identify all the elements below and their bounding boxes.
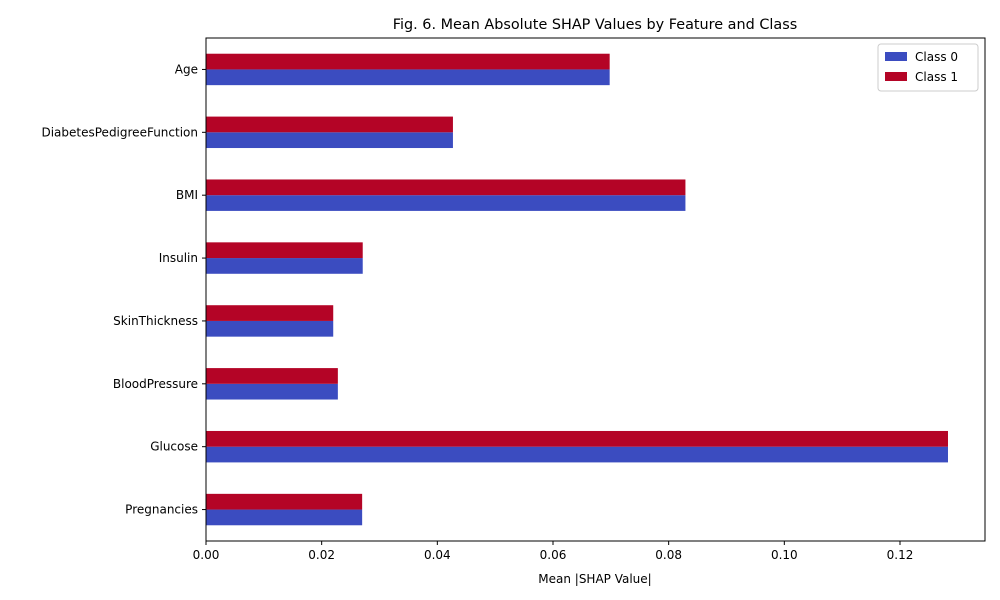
bar-class-0-bloodpressure [206,383,338,400]
x-axis-label: Mean |SHAP Value| [538,572,651,586]
x-tick-label: 0.06 [540,548,567,562]
y-tick-label: Age [175,62,198,76]
bar-class-1-skinthickness [206,305,334,321]
bar-class-1-insulin [206,242,363,259]
legend-swatch [885,52,907,61]
legend-label: Class 1 [915,70,958,84]
bars-group [206,53,948,526]
y-tick-label: BMI [176,188,198,202]
bar-class-1-bloodpressure [206,368,338,384]
legend-label: Class 0 [915,50,958,64]
y-axis: Pregnancies Glucose BloodPressure SkinThick… [41,62,206,517]
bar-class-1-diabetespedigreefunction [206,116,453,133]
bar-class-1-pregnancies [206,493,363,510]
x-tick-label: 0.02 [308,548,335,562]
plot-frame [205,37,986,542]
legend-swatch [885,72,907,81]
bar-class-0-skinthickness [206,320,334,337]
bar-class-1-glucose [206,430,948,447]
legend: Class 0 Class 1 [877,43,979,92]
bar-class-0-diabetespedigreefunction [206,132,453,149]
y-tick-label: BloodPressure [113,377,198,391]
y-tick-label: DiabetesPedigreeFunction [41,125,198,139]
x-tick-label: 0.10 [771,548,798,562]
y-tick-label: Glucose [150,440,198,454]
bar-class-1-bmi [206,179,686,196]
chart-title: Fig. 6. Mean Absolute SHAP Values by Fea… [393,17,797,33]
x-axis: 0.00 0.02 0.04 0.06 0.08 0.10 0.12 [193,541,914,562]
bar-class-0-bmi [206,195,686,211]
x-tick-label: 0.00 [193,548,220,562]
y-tick-label: Pregnancies [125,503,198,517]
bar-class-0-pregnancies [206,509,363,526]
bar-class-0-glucose [206,446,948,463]
bar-class-1-age [206,53,610,70]
x-tick-label: 0.12 [887,548,914,562]
y-tick-label: Insulin [159,251,198,265]
x-tick-label: 0.04 [424,548,451,562]
x-tick-label: 0.08 [655,548,682,562]
y-tick-label: SkinThickness [113,314,198,328]
bar-class-0-insulin [206,258,363,274]
bar-class-0-age [206,69,610,86]
